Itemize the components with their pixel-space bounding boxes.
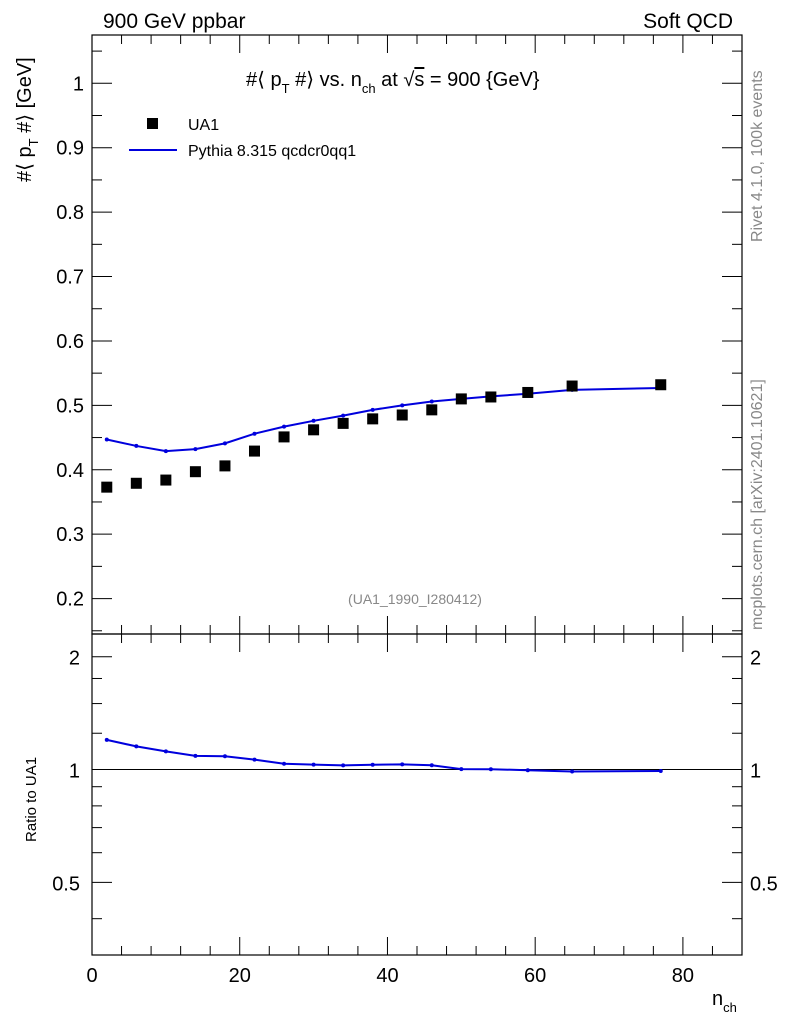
plot-title: #⟨ pT #⟩ vs. nch at √s = 900 {GeV}	[246, 69, 540, 96]
y-tick-label: 0.4	[56, 460, 84, 482]
pythia-point	[311, 418, 316, 423]
ua1-point	[522, 386, 534, 398]
ua1-point	[160, 474, 172, 486]
y-tick-label: 0.9	[56, 138, 84, 160]
ua1-point	[367, 413, 379, 425]
x-tick-label: 40	[376, 965, 398, 987]
legend-label-pythia: Pythia 8.315 qcdcr0qq1	[188, 143, 356, 160]
ua1-point	[130, 477, 142, 489]
ratio-point	[311, 762, 316, 767]
ratio-point	[252, 757, 257, 762]
ua1-point	[426, 404, 438, 416]
x-axis-ticks	[91, 35, 743, 955]
ratio-tick-label-left: 1	[69, 761, 80, 783]
y-tick-label: 0.5	[56, 395, 84, 417]
pythia-series	[104, 385, 663, 454]
ratio-series	[104, 737, 663, 774]
mcplots-info: mcplots.cern.ch [arXiv:2401.10621]	[749, 379, 766, 630]
ratio-point	[658, 769, 663, 774]
ratio-y-tick-labels: 0.5 0.5 1 1 2 2	[52, 648, 778, 896]
ratio-line	[106, 738, 661, 773]
x-tick-label: 20	[229, 965, 251, 987]
ua1-point	[219, 460, 231, 472]
legend-label-ua1: UA1	[188, 117, 219, 134]
x-tick-labels: 0 20 40 60 80	[86, 965, 694, 987]
ratio-point	[525, 768, 530, 773]
ratio-tick-label-left: 0.5	[52, 873, 80, 895]
header-right: Soft QCD	[643, 10, 733, 33]
y-tick-label: 1	[73, 73, 84, 95]
x-tick-label: 80	[672, 965, 694, 987]
ratio-point	[163, 749, 168, 754]
legend-marker-ua1	[147, 118, 158, 129]
ratio-tick-label-right: 1	[750, 761, 761, 783]
pythia-point	[104, 437, 109, 442]
ua1-point	[396, 409, 408, 421]
y-tick-label: 0.8	[56, 202, 84, 224]
ua1-point	[655, 379, 667, 391]
main-axis-ticks	[92, 50, 742, 632]
ua1-point	[485, 391, 497, 403]
ratio-point	[370, 762, 375, 767]
y-tick-label: 0.2	[56, 589, 84, 611]
pythia-line	[106, 386, 661, 453]
pythia-point	[341, 413, 346, 418]
ratio-point	[193, 753, 198, 758]
ratio-tick-label-left: 2	[69, 648, 80, 670]
x-tick-label: 60	[524, 965, 546, 987]
ratio-point	[570, 769, 575, 774]
ratio-point	[341, 763, 346, 768]
ratio-point	[104, 737, 109, 742]
analysis-tag: (UA1_1990_I280412)	[348, 591, 482, 607]
pythia-point	[163, 449, 168, 454]
ratio-tick-label-right: 2	[750, 648, 761, 670]
ua1-point	[278, 431, 290, 443]
ratio-axis-ticks	[92, 656, 742, 920]
ratio-point	[222, 754, 227, 759]
pythia-point	[400, 403, 405, 408]
ratio-tick-label-right: 0.5	[750, 873, 778, 895]
pythia-point	[252, 431, 257, 436]
pythia-point	[282, 424, 287, 429]
header-left: 900 GeV ppbar	[103, 10, 245, 33]
pythia-point	[370, 407, 375, 412]
ratio-y-axis-label: Ratio to UA1	[23, 757, 40, 842]
rivet-info: Rivet 4.1.0, 100k events	[749, 70, 766, 242]
ratio-point	[400, 762, 405, 767]
y-tick-label: 0.3	[56, 524, 84, 546]
pythia-point	[429, 399, 434, 404]
legend: UA1 Pythia 8.315 qcdcr0qq1	[129, 117, 356, 160]
main-y-tick-labels: 0.2 0.3 0.4 0.5 0.6 0.7 0.8 0.9 1	[56, 73, 84, 610]
ua1-point	[189, 466, 201, 478]
pythia-point	[193, 447, 198, 452]
y-tick-label: 0.7	[56, 267, 84, 289]
ua1-point	[308, 424, 320, 436]
x-tick-label: 0	[86, 965, 97, 987]
x-axis-label: nch	[712, 988, 737, 1015]
ratio-point	[488, 767, 493, 772]
ratio-point	[282, 761, 287, 766]
ua1-series	[101, 379, 667, 493]
ratio-point	[134, 744, 139, 749]
ratio-point	[459, 767, 464, 772]
y-tick-label: 0.6	[56, 331, 84, 353]
pythia-point	[222, 441, 227, 446]
ua1-point	[337, 417, 349, 429]
ua1-point	[101, 481, 113, 493]
ratio-panel-frame	[91, 633, 743, 956]
ua1-point	[249, 445, 260, 457]
y-axis-label: #⟨ pT #⟩ [GeV]	[14, 57, 41, 182]
ua1-point	[455, 393, 467, 405]
pythia-point	[134, 443, 139, 448]
ratio-point	[429, 763, 434, 768]
ua1-point	[566, 380, 578, 392]
